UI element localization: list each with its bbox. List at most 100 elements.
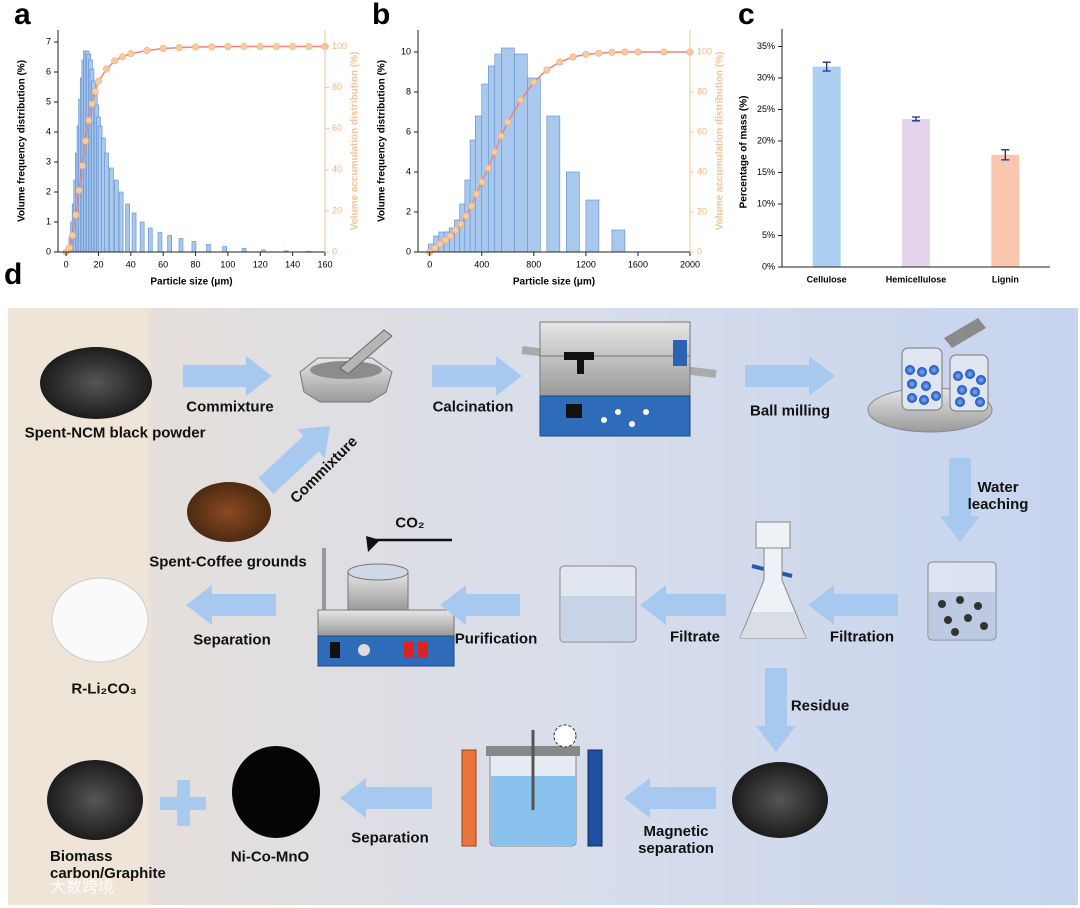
cumulative-point bbox=[452, 226, 460, 234]
cumulative-point bbox=[256, 42, 264, 50]
bar bbox=[125, 203, 130, 253]
furnace-panel bbox=[629, 421, 635, 427]
li2co3-icon bbox=[51, 577, 149, 663]
y-axis-title: Volume frequency distribution (%) bbox=[17, 60, 28, 222]
y2-tick-label: 100 bbox=[697, 46, 712, 56]
error-bar bbox=[1001, 149, 1010, 161]
cumulative-point bbox=[491, 148, 499, 156]
stirrer-icon bbox=[317, 609, 455, 637]
cumulative-point bbox=[484, 164, 492, 172]
y-tick-label: 6 bbox=[406, 126, 411, 136]
x-tick-label: 1600 bbox=[628, 259, 648, 269]
cumulative-point bbox=[595, 49, 603, 57]
bar bbox=[167, 235, 172, 253]
y-tick-label: 30% bbox=[757, 72, 775, 82]
furnace-panel bbox=[566, 404, 582, 418]
x-tick-label: 140 bbox=[285, 259, 300, 269]
x-tick-label: 400 bbox=[474, 259, 489, 269]
residue-icon bbox=[732, 762, 828, 838]
pestle-icon bbox=[339, 329, 393, 375]
diagram-label: Ni-Co-MnO bbox=[230, 848, 310, 866]
bar bbox=[585, 199, 600, 253]
furnace-icon bbox=[577, 360, 584, 374]
error-bar bbox=[822, 61, 831, 72]
process-arrow bbox=[940, 458, 980, 542]
panel-label: b bbox=[372, 0, 390, 31]
y-tick-label: 6 bbox=[46, 66, 51, 76]
bar bbox=[611, 229, 626, 253]
furnace-panel bbox=[601, 417, 607, 423]
cumulative-point bbox=[111, 57, 119, 65]
cumulative-point bbox=[462, 212, 470, 220]
bar bbox=[991, 154, 1020, 267]
biomass-icon bbox=[47, 760, 143, 840]
cumulative-point bbox=[517, 96, 525, 104]
coffee-icon bbox=[187, 482, 271, 542]
y-tick-label: 2 bbox=[406, 206, 411, 216]
cumulative-point bbox=[556, 58, 564, 66]
cumulative-point bbox=[289, 42, 297, 50]
x-tick-label: 80 bbox=[191, 259, 201, 269]
process-arrow bbox=[624, 778, 716, 818]
panel-label: d bbox=[4, 258, 22, 291]
stirrer-panel bbox=[330, 642, 340, 658]
y-tick-label: 7 bbox=[46, 36, 51, 46]
cumulative-point bbox=[660, 48, 668, 56]
diagram-label: Commixture bbox=[186, 398, 274, 416]
milling-balls bbox=[905, 365, 986, 407]
y-tick-label: 1 bbox=[46, 216, 51, 226]
diagram-label: CO₂ bbox=[395, 514, 425, 532]
diagram-label: Water leaching bbox=[967, 479, 1029, 513]
bar bbox=[514, 53, 528, 253]
cumulative-point bbox=[69, 232, 77, 240]
panel-label: a bbox=[14, 0, 31, 31]
black-powder-icon bbox=[40, 347, 152, 419]
diagram-label: Separation bbox=[193, 631, 271, 649]
magnet-n bbox=[461, 749, 477, 847]
y-tick-label: 3 bbox=[46, 156, 51, 166]
x-tick-label: Lignin bbox=[992, 274, 1019, 284]
cumulative-point bbox=[127, 50, 135, 58]
bar bbox=[157, 232, 163, 253]
y2-tick-label: 60 bbox=[332, 123, 342, 133]
x-axis-title: Particle size (μm) bbox=[150, 277, 232, 288]
bar bbox=[812, 66, 841, 267]
bar bbox=[104, 152, 109, 253]
process-arrow bbox=[745, 356, 835, 396]
process-arrow bbox=[258, 426, 330, 495]
y-tick-label: 0% bbox=[762, 261, 775, 271]
diagram-label: Magnetic separation bbox=[638, 823, 714, 857]
cumulative-point bbox=[94, 77, 102, 85]
diagram-label: Spent-Coffee grounds bbox=[149, 553, 307, 571]
cumulative-point bbox=[621, 48, 629, 56]
cumulative-point bbox=[431, 244, 439, 252]
cumulative-point bbox=[473, 190, 481, 198]
y2-tick-label: 20 bbox=[697, 206, 707, 216]
bar bbox=[113, 179, 119, 253]
x-tick-label: 120 bbox=[253, 259, 268, 269]
y2-tick-label: 60 bbox=[697, 126, 707, 136]
y-axis-title: Percentage of mass (%) bbox=[739, 96, 750, 209]
cumulative-point bbox=[497, 132, 505, 140]
furnace-panel bbox=[615, 409, 621, 415]
bar bbox=[147, 227, 153, 253]
x-tick-label: 800 bbox=[526, 259, 541, 269]
y2-tick-label: 0 bbox=[697, 246, 702, 256]
stirrer-panel bbox=[358, 644, 370, 656]
cumulative-point bbox=[78, 162, 86, 170]
error-bar bbox=[912, 116, 920, 122]
process-arrow bbox=[432, 356, 522, 396]
bar bbox=[566, 171, 580, 253]
diagram-label: Purification bbox=[454, 630, 538, 648]
filter-funnel bbox=[755, 521, 791, 549]
bar bbox=[139, 221, 145, 253]
cumulative-point bbox=[143, 47, 151, 55]
bar bbox=[546, 115, 561, 253]
y2-tick-label: 80 bbox=[697, 86, 707, 96]
diagram-label: Residue bbox=[790, 697, 850, 715]
furnace-icon bbox=[673, 340, 687, 366]
y-tick-label: 5 bbox=[46, 96, 51, 106]
y-tick-label: 10% bbox=[757, 198, 775, 208]
cumulative-point bbox=[569, 53, 577, 61]
